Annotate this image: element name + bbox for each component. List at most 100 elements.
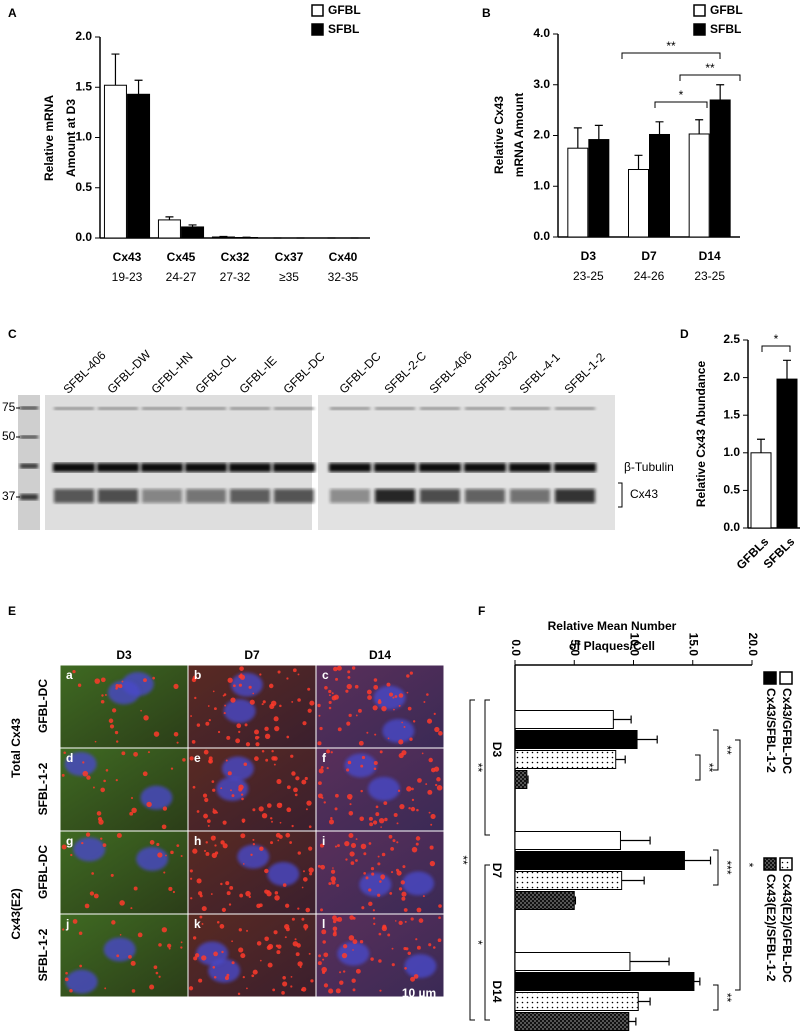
bar	[709, 99, 731, 238]
plaque	[404, 920, 407, 923]
y-tick-label: 0.5	[75, 180, 92, 194]
plaque	[304, 928, 307, 931]
plaque	[210, 893, 213, 895]
significance-label: ***	[720, 860, 734, 874]
band-75	[375, 407, 415, 410]
plaque	[172, 890, 176, 894]
plaque	[202, 793, 208, 798]
plaque	[220, 840, 225, 845]
plaque	[264, 868, 269, 874]
plaque	[323, 952, 329, 958]
plaque	[198, 978, 203, 983]
plaque	[64, 977, 69, 982]
y-tick-label: D3	[490, 742, 504, 758]
plaque	[429, 860, 436, 867]
plaque	[390, 846, 395, 851]
plaque	[303, 924, 309, 930]
plaque	[203, 749, 209, 755]
plaque	[348, 935, 355, 941]
error-bar	[716, 84, 725, 100]
plaque	[282, 976, 286, 980]
plaque	[430, 813, 436, 820]
plaque	[328, 694, 331, 697]
plaque	[291, 700, 294, 703]
plaque	[82, 770, 89, 777]
plaque	[277, 839, 280, 842]
plaque	[317, 703, 321, 708]
plaque	[281, 991, 285, 995]
plaque	[194, 696, 197, 700]
plaque	[248, 895, 251, 899]
plaque	[238, 947, 244, 953]
plaque	[417, 778, 422, 783]
band-cx43	[555, 489, 595, 503]
plaque	[130, 797, 134, 800]
legend-label: Cx43(E2)/SFBL-1-2	[764, 874, 778, 982]
plaque	[411, 798, 415, 802]
error-bar	[573, 127, 582, 149]
plaque	[317, 961, 322, 966]
plaque	[406, 674, 410, 678]
plaque	[355, 968, 361, 974]
plaque	[331, 692, 334, 695]
legend-label: Cx43/SFBL-1-2	[764, 688, 778, 773]
plaque	[396, 870, 402, 876]
plaque	[266, 803, 272, 808]
y-tick-label: 2.0	[723, 370, 740, 384]
band-cx43	[274, 489, 314, 503]
error-bar	[134, 79, 143, 95]
plaque	[282, 883, 287, 887]
plaque	[199, 915, 203, 919]
lane-label: GFBL-OL	[192, 350, 238, 396]
blot-membrane	[318, 395, 615, 530]
plaque	[290, 985, 293, 988]
plaque	[297, 673, 300, 676]
y-tick-label: 0.0	[723, 520, 740, 534]
plaque	[317, 793, 323, 799]
band-label: Cx43	[630, 487, 658, 501]
plaque	[366, 731, 369, 734]
column-label: D7	[244, 648, 260, 662]
plaque	[289, 841, 293, 844]
plaque	[155, 971, 159, 975]
plaque	[212, 690, 215, 693]
plaque	[238, 928, 242, 932]
plaque	[295, 952, 300, 957]
plaque	[426, 693, 429, 696]
lane-label: GFBL-DC	[336, 349, 383, 396]
lane-label: SFBL-406	[60, 348, 108, 396]
error-bar	[111, 53, 120, 86]
plaque	[336, 665, 342, 671]
nucleus	[216, 776, 249, 801]
plaque	[352, 939, 358, 945]
plaque	[133, 751, 138, 757]
band-cx43	[510, 489, 550, 503]
plaque	[429, 845, 434, 850]
plaque	[334, 845, 338, 848]
error-bar	[684, 856, 712, 865]
row-label: GFBL-DC	[36, 679, 50, 733]
x-tick-sublabel: 32-35	[328, 270, 359, 284]
plaque	[258, 806, 264, 812]
band-tubulin	[141, 463, 183, 472]
plaque	[240, 953, 246, 959]
plaque	[226, 891, 231, 896]
plaque	[232, 684, 236, 688]
plaque	[394, 695, 398, 698]
legend-swatch	[779, 671, 793, 685]
plaque	[72, 919, 78, 924]
plaque	[348, 833, 354, 838]
plaque	[219, 924, 225, 929]
panel-letter: D	[680, 327, 689, 341]
plaque	[374, 733, 377, 736]
plaque	[416, 945, 421, 950]
panel-sublabel: e	[194, 751, 201, 765]
plaque	[309, 872, 313, 876]
plaque	[193, 956, 198, 961]
plaque	[286, 785, 291, 790]
plaque	[318, 714, 321, 717]
plaque	[363, 872, 366, 875]
plaque	[378, 817, 385, 824]
plaque	[349, 803, 352, 806]
